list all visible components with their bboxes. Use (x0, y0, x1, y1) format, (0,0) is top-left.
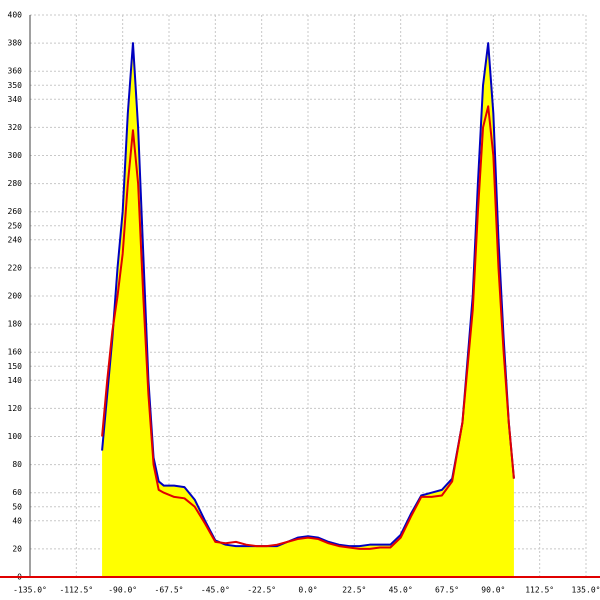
x-tick-label: -45.0° (201, 586, 230, 595)
y-tick-label: 20 (12, 544, 22, 553)
y-tick-label: 40 (12, 516, 22, 525)
x-tick-label: 22.5° (342, 586, 366, 595)
x-tick-label: 90.0° (481, 586, 505, 595)
line (101, 105, 515, 550)
y-tick-label: 50 (12, 502, 22, 511)
y-tick-label: 350 (8, 81, 23, 90)
y-tick-label: 320 (8, 123, 23, 132)
y-tick-label: 140 (8, 376, 23, 385)
x-tick-label: 0.0° (298, 586, 317, 595)
x-tick-label: 45.0° (389, 586, 413, 595)
y-tick-label: 120 (8, 404, 23, 413)
y-tick-label: 60 (12, 488, 22, 497)
x-tick-label: 135.0° (572, 586, 600, 595)
y-tick-label: 280 (8, 179, 23, 188)
x-tick-label: 112.5° (525, 586, 554, 595)
y-tick-label: 380 (8, 39, 23, 48)
y-tick-label: 260 (8, 207, 23, 216)
x-tick-label: -67.5° (155, 586, 184, 595)
y-tick-label: 150 (8, 362, 23, 371)
x-tick-label: -22.5° (247, 586, 276, 595)
y-tick-label: 400 (8, 11, 23, 20)
x-tick-label: -135.0° (13, 586, 47, 595)
y-tick-label: 200 (8, 292, 23, 301)
y-tick-label: 360 (8, 67, 23, 76)
x-tick-label: -112.5° (59, 586, 93, 595)
x-tick-label: -90.0° (108, 586, 137, 595)
y-tick-label: 80 (12, 460, 22, 469)
y-tick-label: 300 (8, 151, 23, 160)
y-tick-label: 340 (8, 95, 23, 104)
x-tick-label: 67.5° (435, 586, 459, 595)
y-tick-label: 160 (8, 348, 23, 357)
y-tick-label: 100 (8, 432, 23, 441)
y-tick-label: 180 (8, 320, 23, 329)
area-fill (102, 43, 514, 578)
y-tick-label: 220 (8, 263, 23, 272)
y-tick-label: 240 (8, 235, 23, 244)
y-tick-label: 250 (8, 221, 23, 230)
